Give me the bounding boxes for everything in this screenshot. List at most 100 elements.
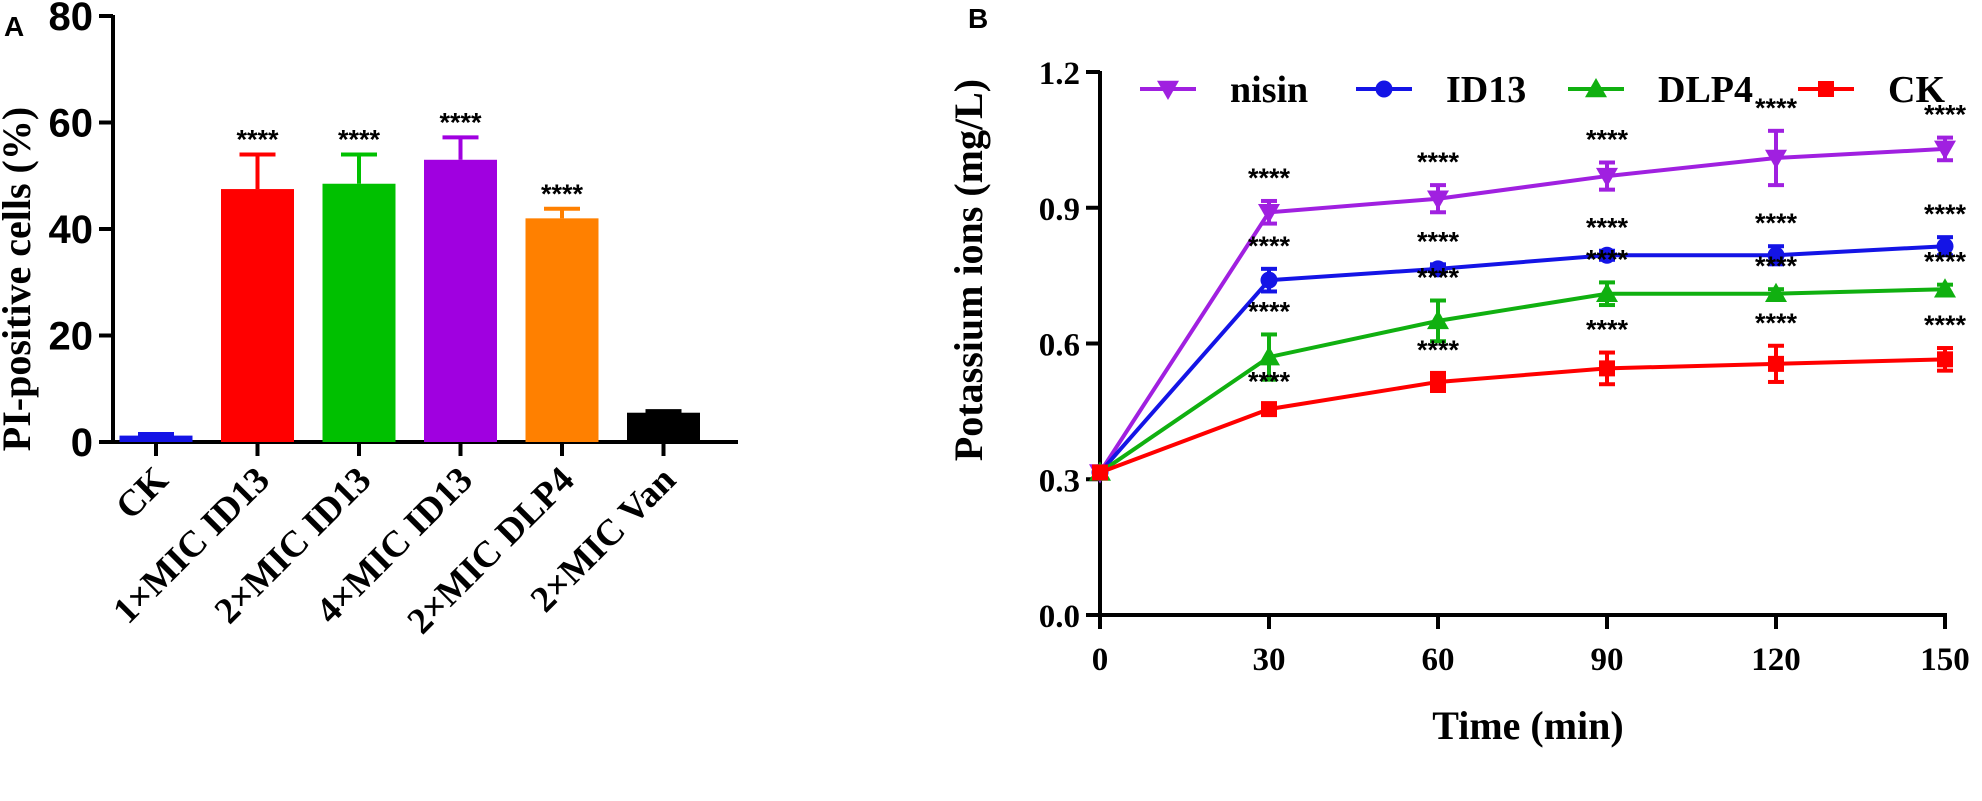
panel-b-data-point [1937,351,1953,368]
panel-a-ytick-label: 60 [49,102,94,146]
panel-b-ytick-label: 0.3 [1039,463,1080,499]
panel-b-series-line [1098,287,1946,475]
panel-b-series-line [1098,146,1946,474]
panel-b-data-point [1427,309,1449,330]
panel-b-legend-label: DLP4 [1658,69,1753,111]
panel-b-data-point [1258,204,1280,224]
panel-a-ytick-label: 40 [49,208,94,252]
panel-a-significance-label: **** [541,179,584,209]
panel-b-data-point [1092,464,1108,481]
panel-a-bar [627,412,700,442]
panel-b-significance-label: **** [1924,247,1967,277]
panel-b-data-point [1765,282,1787,302]
panel-b-significance-label: **** [1924,199,1967,229]
panel-b-ytick-label: 0.0 [1039,599,1080,635]
panel-b-legend-marker [1818,81,1834,97]
panel-b-series-CK: **** **** **** **** **** [1092,308,1967,481]
panel-b-series-DLP4: **** **** **** **** **** [1089,244,1967,481]
panel-b-legend-item: CK [1798,69,1945,111]
panel-b-ytick-label: 0.9 [1039,192,1080,228]
panel-b-data-point [1768,355,1784,372]
panel-a-bar [424,159,497,442]
panel-b-data-point [1261,401,1277,418]
panel-b-series-nisin: **************** **** [1089,93,1967,484]
panel-b-data-point [1596,282,1618,302]
panel-b-legend: nisin ID13 DLP4 CK [1140,69,1945,111]
panel-b-ytick-label: 0.6 [1039,328,1080,364]
panel-b-significance-label: **** [1248,231,1291,261]
panel-a-ytick-label: 0 [71,421,93,465]
panel-b-significance-label: **** [1248,296,1291,326]
panel-b-significance-label: **** [1417,335,1460,365]
panel-b-significance-label: **** [1248,163,1291,193]
panel-b-legend-marker [1585,78,1607,98]
panel-b-significance-label: **** [1924,310,1967,340]
panel-a-significance-label: **** [236,124,279,154]
panel-b-xtick-label: 0 [1092,642,1109,678]
panel-b-significance-label: **** [1586,244,1629,274]
panel-b-significance-label: **** [1586,315,1629,345]
panel-a-bar [525,218,599,442]
panel-a-ylabel: PI-positive cells (%) [0,107,39,451]
panel-b-data-point [1598,246,1616,264]
panel-b-letter: B [968,3,988,34]
panel-b-legend-label: CK [1888,69,1945,111]
panel-b-legend-label: ID13 [1446,69,1526,111]
panel-a-yticks: 0 20 40 60 80 [49,0,113,465]
panel-a-bar-group: **** [322,124,396,456]
panel-b-xtick-label: 150 [1920,642,1970,678]
panel-b-data-point [1430,373,1446,390]
panel-b-series-ID13: **** **** **** **** **** [1091,199,1967,481]
panel-a-bars: **** **** **** **** [119,107,700,456]
panel-b-significance-label: **** [1924,100,1967,130]
panel-b-data-point [1936,237,1954,255]
panel-b-xtick-label: 90 [1591,642,1624,678]
panel-b-data-point [1258,346,1280,366]
panel-b-significance-label: **** [1417,147,1460,177]
panel-b-data-point [1260,271,1278,289]
panel-b-data-point [1767,246,1785,264]
panel-a-letter: A [4,11,24,42]
panel-a-category-label: CK [108,459,176,527]
panel-a-bar [119,435,193,442]
panel-a-significance-label: **** [338,124,381,154]
panel-a-bar-group: **** [424,107,497,456]
panel-b-data-point [1596,167,1618,188]
panel-b-data-point [1429,260,1447,278]
panel-b-legend-label: nisin [1230,69,1308,111]
panel-b-significance-label: **** [1586,125,1629,155]
panel-b-legend-item: nisin [1140,69,1308,111]
panel-b-xtick-label: 30 [1253,642,1286,678]
panel-b-series-line [1099,357,1946,475]
panel-b-series-line [1098,244,1946,474]
panel-b-xtick-label: 60 [1422,642,1455,678]
panel-b-legend-marker [1157,80,1179,100]
panel-b-legend-marker [1375,80,1393,98]
panel-a-bar-group [627,409,700,456]
panel-b-significance-label: **** [1248,367,1291,397]
panel-a-ytick-label: 20 [49,315,94,359]
panel-b-legend-item: DLP4 [1568,69,1753,111]
panel-b-significance-label: **** [1755,93,1798,123]
panel-b-data-point [1599,360,1615,377]
panel-b-significance-label: **** [1417,263,1460,293]
panel-b-significance-label: **** [1755,251,1798,281]
panel-b-ticks: 0.0 0.3 0.6 0.9 1.2 0 30 60 90 120 150 [1039,56,1970,678]
panel-a-bar-group [119,432,193,456]
panel-b-data-point [1765,149,1787,169]
panel-a-significance-label: **** [439,107,482,137]
panel-b-significance-label: **** [1586,213,1629,243]
panel-b-legend-item: ID13 [1356,69,1526,111]
panel-b-ytick-label: 1.2 [1039,56,1080,92]
panel-a-bar [221,189,294,442]
panel-b-ylabel: Potassium ions (mg/L) [946,79,991,461]
panel-b-data-point [1934,278,1956,298]
panel-a-ytick-label: 80 [49,0,94,39]
panel-a-bar [322,183,396,443]
panel-b-data-point [1934,140,1956,160]
panel-b-series: **************** ******** **** **** **** ****… [1089,93,1967,484]
panel-b-xlabel: Time (min) [1432,703,1623,748]
panel-b-significance-label: **** [1417,226,1460,256]
